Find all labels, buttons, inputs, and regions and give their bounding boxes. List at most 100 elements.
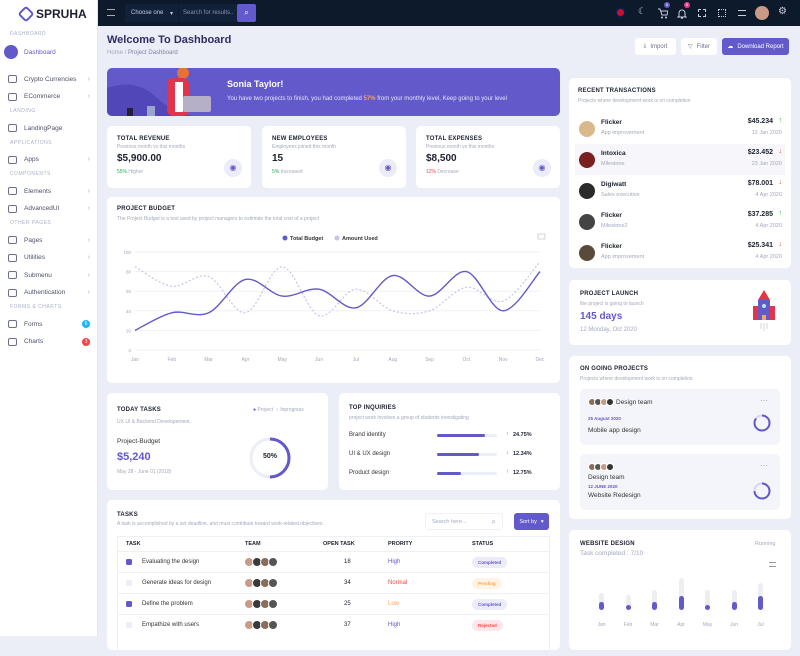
sidebar-item-crypto-currencies[interactable]: Crypto Currencies› bbox=[8, 72, 94, 86]
card-subtitle: UX UI & Backend Developement. bbox=[117, 419, 191, 425]
transaction-item[interactable]: Flicker App improvement $45.234 ↑ 12 Jan… bbox=[575, 113, 785, 144]
task-name: Empathize with users bbox=[142, 622, 199, 628]
fullscreen-icon[interactable] bbox=[718, 9, 726, 17]
legend-label[interactable]: Amount Used bbox=[342, 236, 378, 242]
row-checkbox[interactable] bbox=[126, 559, 132, 565]
row-checkbox[interactable] bbox=[126, 622, 132, 628]
transaction-role: App improvement bbox=[601, 254, 644, 260]
chevron-right-icon: › bbox=[88, 272, 90, 279]
task-search-input[interactable]: Search here...⌕ bbox=[425, 513, 503, 530]
legend: ● Project ● Inprogress bbox=[253, 407, 304, 413]
ongoing-project-item[interactable]: Design team ··· 12 JUNE 2020 Website Red… bbox=[580, 454, 780, 510]
bell-icon[interactable] bbox=[677, 8, 687, 19]
sidebar-item-authentication[interactable]: Authentication› bbox=[8, 286, 94, 300]
sidebar-item-submenu[interactable]: Submenu› bbox=[8, 268, 94, 282]
bar-value bbox=[626, 605, 631, 610]
legend-marker[interactable] bbox=[335, 236, 340, 241]
filter-button[interactable]: ▽Filter bbox=[681, 38, 717, 55]
cart-icon[interactable] bbox=[657, 8, 668, 19]
sidebar-item-elements[interactable]: Elements› bbox=[8, 184, 94, 198]
team-avatars bbox=[244, 557, 276, 569]
transaction-item[interactable]: Intoxica Milestone $23.452 ↓ 23 Jan 2020 bbox=[575, 144, 785, 175]
user-avatar[interactable] bbox=[755, 6, 769, 20]
task-name: Generate ideas for design bbox=[142, 580, 211, 586]
transaction-item[interactable]: Flicker Milestone2 $37.285 ↑ 4 Apr 2020 bbox=[575, 206, 785, 237]
menu-toggle-icon[interactable] bbox=[107, 9, 115, 16]
search-button[interactable]: ⌕ bbox=[237, 4, 256, 22]
sidebar-item-pages[interactable]: Pages› bbox=[8, 233, 94, 247]
chart-menu-icon[interactable] bbox=[769, 562, 776, 567]
inquiry-progress-bar bbox=[437, 472, 497, 475]
apps-grid-icon[interactable] bbox=[698, 9, 706, 17]
avatar bbox=[579, 245, 595, 261]
transaction-date: 23 Jan 2020 bbox=[752, 161, 782, 167]
inquiry-percent: 12.75% bbox=[513, 470, 532, 476]
authentication-icon bbox=[8, 289, 17, 297]
card-subtitle: The Project Budget is a tool used by pro… bbox=[117, 216, 319, 222]
transaction-role: Milestone bbox=[601, 161, 625, 167]
dark-mode-icon[interactable]: ☾ bbox=[638, 6, 646, 17]
brand-logo[interactable]: SPRUHA bbox=[20, 7, 87, 21]
sidebar-item-advancedui[interactable]: AdvancedUI› bbox=[8, 202, 94, 216]
trend-down-icon: ↓ bbox=[779, 179, 783, 186]
card-title: PROJECT BUDGET bbox=[117, 206, 175, 212]
sidebar-item-utilities[interactable]: Utilities› bbox=[8, 251, 94, 265]
transaction-item[interactable]: Digiwatt Sales executive $78.001 ↓ 4 Apr… bbox=[575, 175, 785, 206]
card-title: RECENT TRANSACTIONS bbox=[578, 88, 656, 94]
advancedui-icon bbox=[8, 205, 17, 213]
stat-subtitle: Previous month vs this months bbox=[426, 144, 494, 150]
more-options-icon[interactable]: ··· bbox=[760, 461, 768, 470]
settings-gear-icon[interactable]: ⚙ bbox=[778, 6, 787, 17]
import-button[interactable]: ⤓Import bbox=[635, 38, 676, 55]
download-report-button[interactable]: ☁Download Report bbox=[722, 38, 789, 55]
open-task-count: 25 bbox=[344, 601, 351, 607]
stat-change: 55% Higher bbox=[117, 169, 143, 175]
transaction-date: 4 Apr 2020 bbox=[755, 192, 782, 198]
chart-menu-icon[interactable] bbox=[538, 234, 545, 239]
ongoing-project-item[interactable]: Design team ··· 25 August 2020 Mobile ap… bbox=[580, 389, 780, 445]
chevron-right-icon: › bbox=[88, 93, 90, 100]
card-subtitle: Projects where development work is on co… bbox=[578, 98, 691, 104]
transaction-role: Milestone2 bbox=[601, 223, 628, 229]
sidebar-item-landingpage[interactable]: LandingPage bbox=[8, 121, 94, 135]
bar-value bbox=[732, 602, 737, 611]
sidebar-item-apps[interactable]: Apps› bbox=[8, 153, 94, 167]
apps-icon bbox=[8, 156, 17, 164]
legend-label[interactable]: Total Budget bbox=[290, 236, 323, 242]
sort-by-button[interactable]: Sort by▾ bbox=[514, 513, 549, 530]
legend-marker[interactable] bbox=[283, 236, 288, 241]
task-completed: Task completed : 7/10 bbox=[580, 550, 643, 557]
ongoing-projects-card: ON GOING PROJECTS Projects where develop… bbox=[569, 356, 791, 519]
breadcrumb-home[interactable]: Home bbox=[107, 50, 123, 56]
flag-uk-icon[interactable] bbox=[616, 8, 625, 17]
sidebar-item-dashboard[interactable]: Dashboard bbox=[4, 43, 90, 61]
welcome-banner: Sonia Taylor! You have two projects to f… bbox=[107, 68, 560, 116]
card-title: ON GOING PROJECTS bbox=[580, 366, 648, 372]
more-options-icon[interactable]: ··· bbox=[760, 396, 768, 405]
row-checkbox[interactable] bbox=[126, 580, 132, 586]
transaction-item[interactable]: Flicker App improvement $25.341 ↓ 4 Apr … bbox=[575, 237, 785, 268]
row-checkbox[interactable] bbox=[126, 601, 132, 607]
sidebar-section-title: APPLICATIONS bbox=[10, 140, 52, 146]
illustration-woman-laptop bbox=[107, 68, 237, 116]
priority: High bbox=[388, 622, 400, 628]
stat-title: TOTAL REVENUE bbox=[117, 136, 170, 142]
transaction-name: Intoxica bbox=[601, 150, 626, 157]
today-tasks-card: TODAY TASKS UX UI & Backend Developement… bbox=[107, 393, 328, 490]
category-select[interactable]: Choose one▾ bbox=[125, 4, 178, 22]
sidebar-right-toggle-icon[interactable] bbox=[738, 10, 746, 16]
inquiry-percent: 24.75% bbox=[513, 432, 532, 438]
sidebar-item-ecommerce[interactable]: ECommerce› bbox=[8, 90, 94, 104]
search-input[interactable]: Search for results.. bbox=[179, 4, 237, 22]
stat-card: TOTAL REVENUE Previous month vs this mon… bbox=[107, 126, 251, 188]
arrow-up-icon: ↑ bbox=[506, 431, 509, 437]
stat-title: TOTAL EXPENSES bbox=[426, 136, 482, 142]
transaction-name: Digiwatt bbox=[601, 181, 626, 188]
tasks-card: TASKS A task is accomplished by a set de… bbox=[107, 500, 560, 650]
status-badge: Completed bbox=[472, 599, 507, 610]
sidebar-section-title: DASHBOARD bbox=[10, 31, 46, 37]
